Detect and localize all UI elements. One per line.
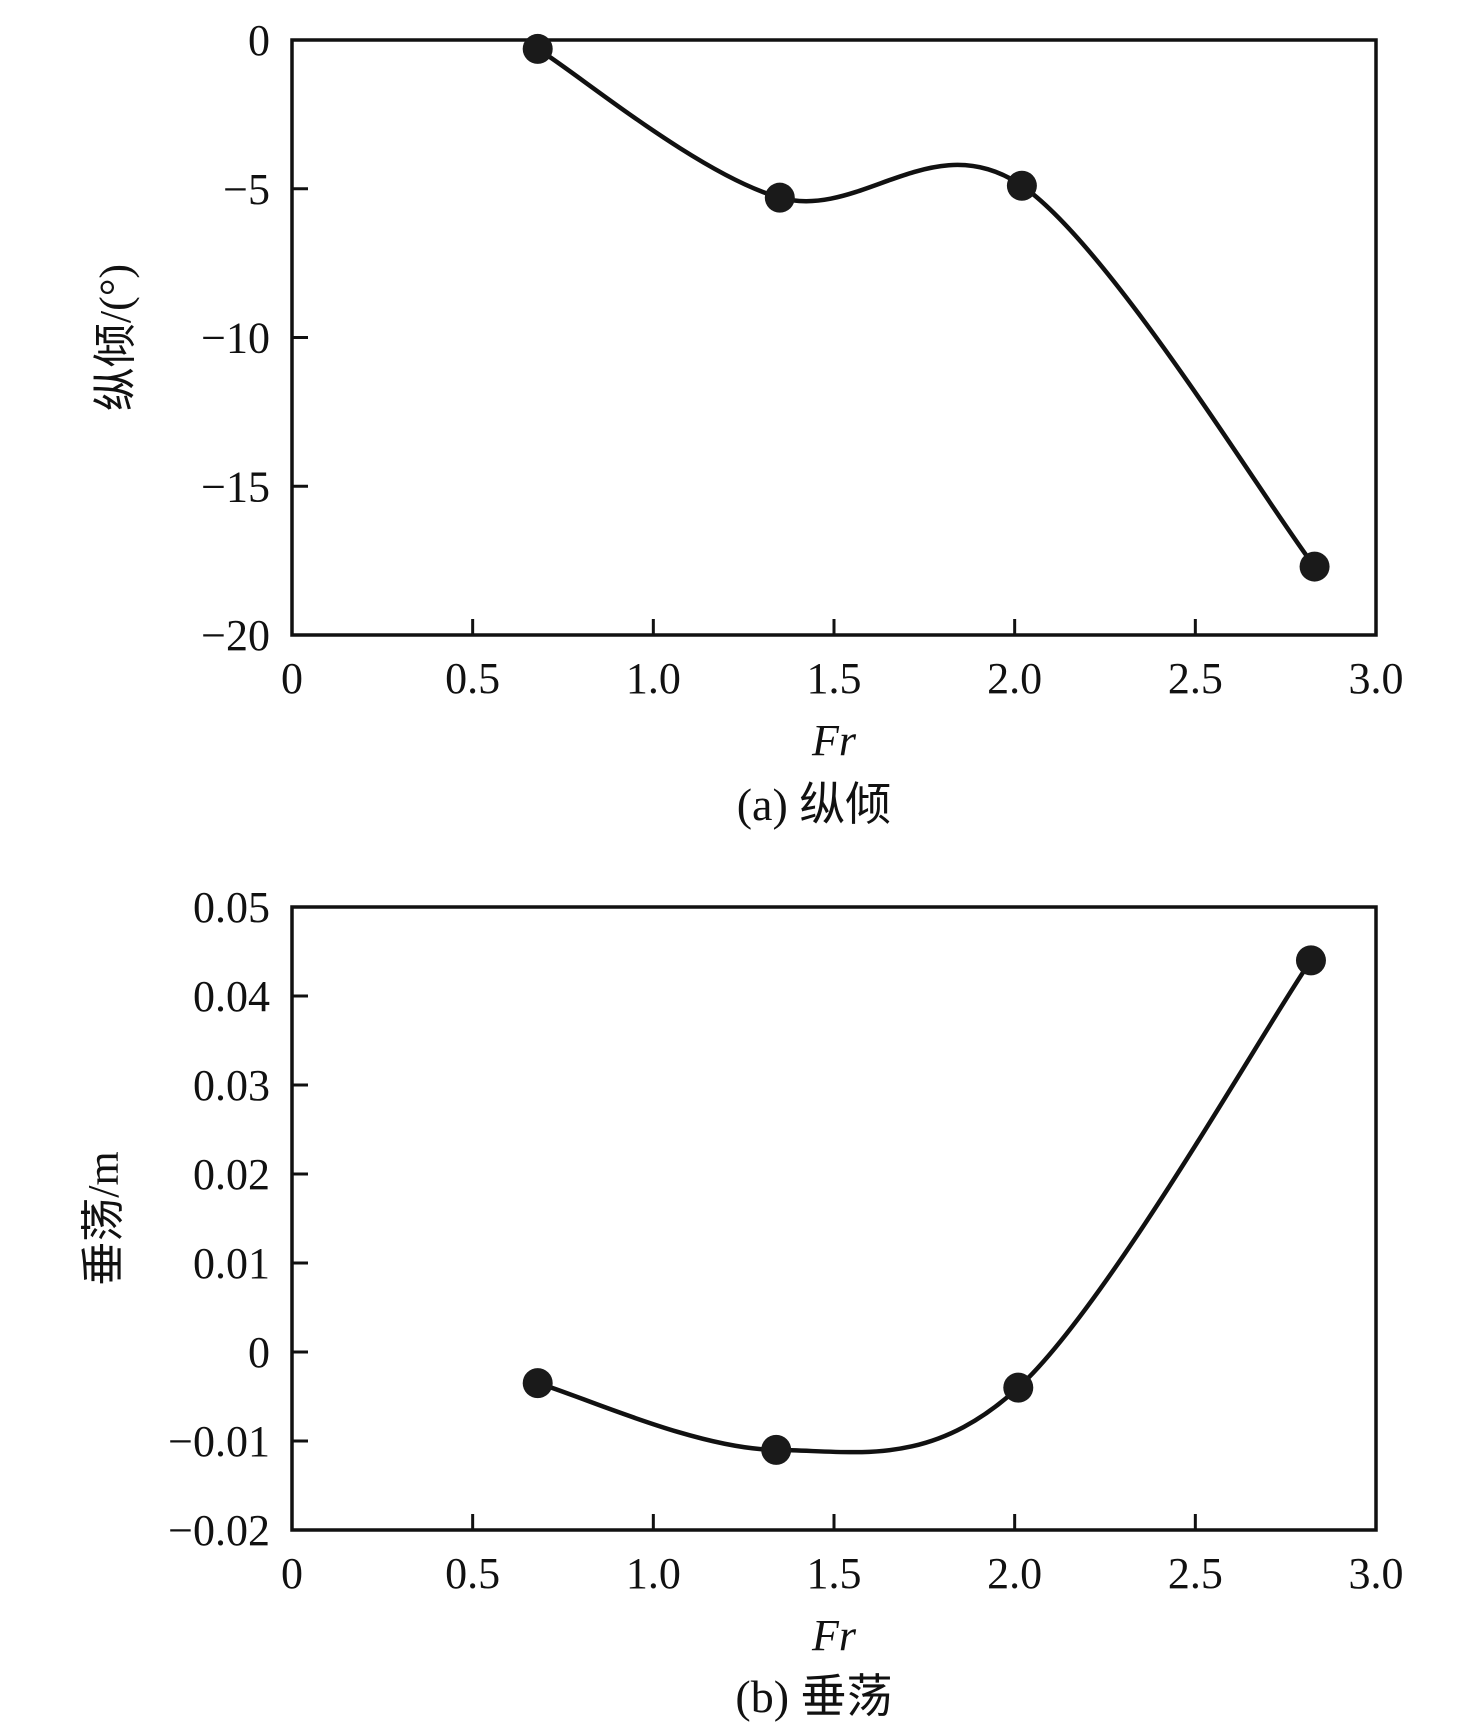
- y-tick-label-a: −10: [201, 314, 270, 363]
- x-tick-label-a: 1.0: [626, 654, 681, 703]
- x-tick-label-b: 2.0: [987, 1549, 1042, 1598]
- x-tick-label-b: 3.0: [1349, 1549, 1404, 1598]
- chart-panel-b: 0 0.5 1.0 1.5 2.0 2.5 3.0 0.05 0.04 0.03 0.02 0.01 0…: [79, 883, 1404, 1722]
- y-tick-label-b: −0.02: [168, 1506, 270, 1555]
- plot-frame-b: [290, 905, 1378, 1532]
- x-tick-label-a: 0: [281, 654, 303, 703]
- y-tick-label-b: 0.04: [193, 972, 270, 1021]
- y-tick-label-b: −0.01: [168, 1417, 270, 1466]
- data-point-a: [764, 182, 795, 213]
- caption-b: (b) 垂荡: [735, 1671, 892, 1722]
- plot-frame-a: [290, 38, 1378, 637]
- x-tick-label-b: 0.5: [445, 1549, 500, 1598]
- x-tick-label-b: 2.5: [1168, 1549, 1223, 1598]
- x-axis-title-a: Fr: [811, 716, 857, 765]
- x-tick-label-a: 0.5: [445, 654, 500, 703]
- data-point-a: [522, 33, 553, 64]
- y-tick-label-a: −20: [201, 611, 270, 660]
- data-point-b: [1003, 1372, 1034, 1403]
- series-line-a: [535, 46, 1317, 569]
- y-tick-label-b: 0.02: [193, 1150, 270, 1199]
- x-axis-title-b: Fr: [811, 1611, 857, 1660]
- y-tick-label-b: 0.01: [193, 1239, 270, 1288]
- y-axis-title-a: 纵倾/(°): [91, 264, 140, 411]
- data-point-b: [761, 1434, 792, 1465]
- y-tick-label-b: 0.03: [193, 1061, 270, 1110]
- y-axis-title-b: 垂荡/m: [79, 1151, 128, 1285]
- y-tick-label-b: 0: [248, 1328, 270, 1377]
- series-line-b: [535, 958, 1314, 1455]
- y-tick-label-b: 0.05: [193, 883, 270, 932]
- x-tick-label-a: 2.5: [1168, 654, 1223, 703]
- data-point-a: [1299, 551, 1330, 582]
- x-tick-label-b: 0: [281, 1549, 303, 1598]
- chart-panel-a: 0 0.5 1.0 1.5 2.0 2.5 3.0 0 −5 −10 −15 −20 Fr 纵倾/(°) (…: [91, 16, 1404, 830]
- x-tick-label-b: 1.0: [626, 1549, 681, 1598]
- x-tick-label-a: 2.0: [987, 654, 1042, 703]
- x-tick-label-a: 3.0: [1349, 654, 1404, 703]
- data-point-b: [1295, 945, 1326, 976]
- x-tick-label-a: 1.5: [807, 654, 862, 703]
- data-point-a: [1006, 170, 1037, 201]
- y-tick-label-a: −5: [223, 165, 270, 214]
- y-tick-label-a: 0: [248, 16, 270, 65]
- data-point-b: [522, 1368, 553, 1399]
- caption-a: (a) 纵倾: [737, 779, 892, 830]
- y-tick-label-a: −15: [201, 462, 270, 511]
- x-tick-label-b: 1.5: [807, 1549, 862, 1598]
